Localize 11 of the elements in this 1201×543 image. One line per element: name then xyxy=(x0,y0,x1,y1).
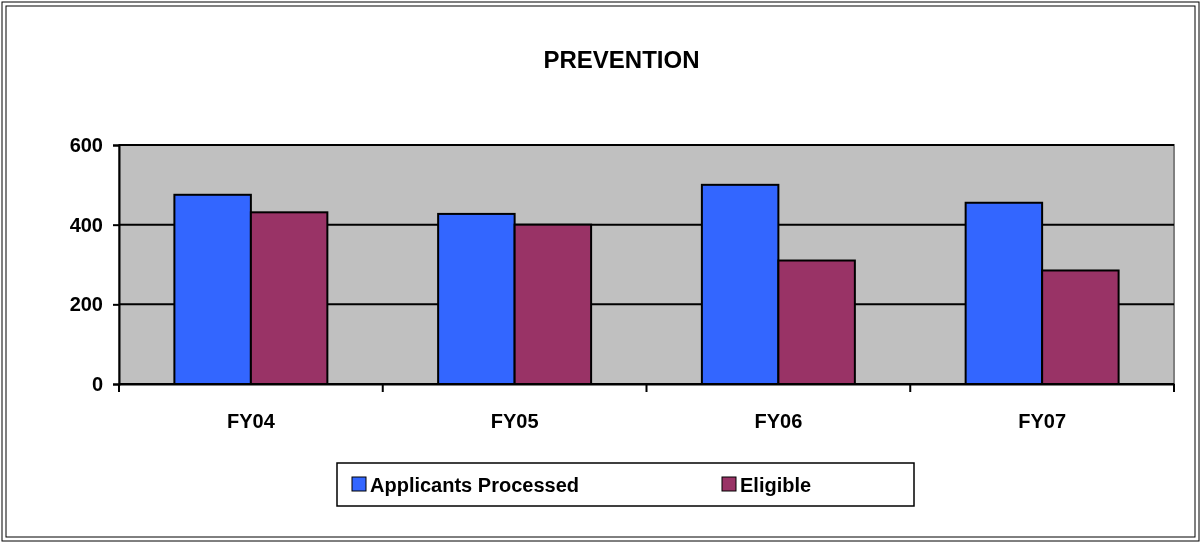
x-tick-label: FY07 xyxy=(1018,410,1067,433)
y-tick-label: 200 xyxy=(69,293,103,316)
x-tick-label: FY05 xyxy=(490,410,539,433)
legend-label: Applicants Processed xyxy=(370,474,579,496)
x-tick-label: FY04 xyxy=(226,410,276,433)
y-tick-label: 600 xyxy=(69,133,103,156)
y-tick-label: 400 xyxy=(69,213,103,236)
chart-title: PREVENTION xyxy=(543,46,700,73)
y-tick-label: 0 xyxy=(91,372,103,395)
x-tick-label: FY06 xyxy=(754,410,803,433)
legend-label: Eligible xyxy=(740,474,812,496)
